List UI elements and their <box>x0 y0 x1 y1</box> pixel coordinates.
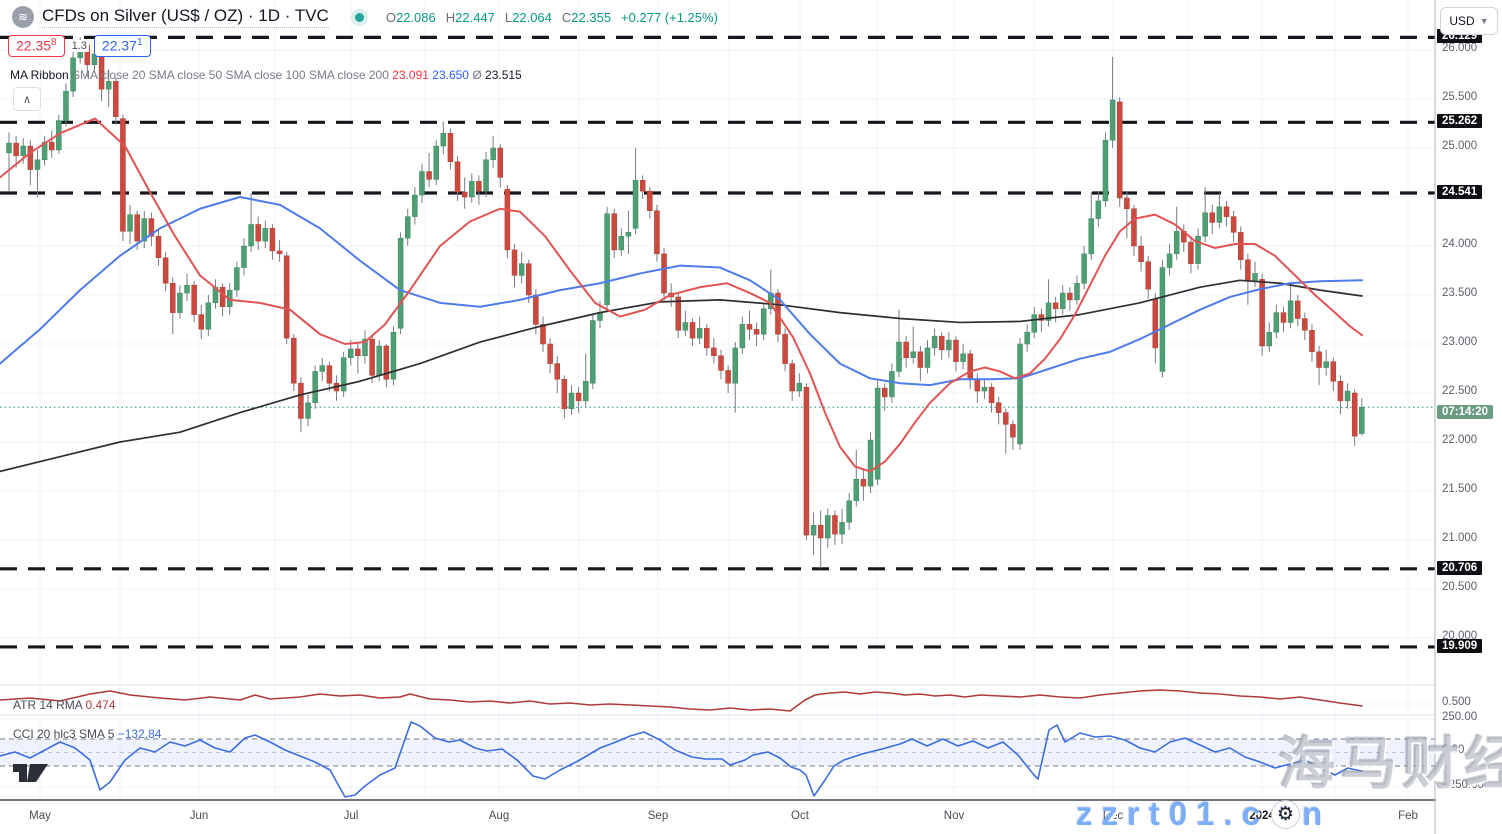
time-tick-Oct: Oct <box>791 810 809 822</box>
bid-price-label[interactable]: 22.358 <box>8 35 65 57</box>
level-price-label: 25.262 <box>1437 114 1483 128</box>
symbol-title[interactable]: CFDs on Silver (US$ / OZ) · 1D · TVC <box>42 6 329 28</box>
price-tick: 23.000 <box>1442 336 1478 348</box>
price-tick: 21.000 <box>1442 532 1478 544</box>
sma200-value: 23.515 <box>485 68 522 82</box>
price-tick: 22.500 <box>1442 385 1478 397</box>
collapse-legend-button[interactable]: ∧ <box>13 87 41 111</box>
atr-legend[interactable]: ATR 14 RMA 0.474 <box>13 698 116 712</box>
ma-ribbon-legend[interactable]: MA Ribbon SMA close 20 SMA close 50 SMA … <box>10 68 522 82</box>
price-tick: 25.500 <box>1442 91 1478 103</box>
time-tick-Nov: Nov <box>943 810 965 822</box>
watermark-site: zzrt01.c ⚙ n <box>1076 795 1332 832</box>
level-price-label: 20.706 <box>1437 561 1483 575</box>
level-price-label: 19.909 <box>1437 639 1483 653</box>
time-tick-Dec: Dec <box>1102 810 1124 822</box>
cci-tick: −250.00 <box>1442 779 1484 791</box>
price-tick: 23.500 <box>1442 287 1478 299</box>
ohlc-item-O: O22.086 <box>385 9 436 25</box>
time-tick-2024: 2024 <box>1249 810 1275 822</box>
atr-tick: 0.500 <box>1442 696 1471 708</box>
price-change: +0.277 (+1.25%) <box>621 9 718 25</box>
sma20-value: 23.091 <box>392 68 429 82</box>
time-tick-Aug: Aug <box>488 810 510 822</box>
cci-tick: 250.00 <box>1442 711 1478 723</box>
ohlc-item-H: H22.447 <box>445 9 495 25</box>
chart-header: ≋ CFDs on Silver (US$ / OZ) · 1D · TVC O… <box>12 6 718 28</box>
cci-tick: 0.00 <box>1442 744 1465 756</box>
time-tick-Jun: Jun <box>189 810 209 822</box>
time-tick-Jul: Jul <box>343 810 359 822</box>
atr-value: 0.474 <box>85 698 116 712</box>
market-status-dot[interactable] <box>354 12 364 22</box>
price-tick: 24.000 <box>1442 238 1478 250</box>
price-tick: 26.000 <box>1442 42 1478 54</box>
ohlc-values: O22.086 H22.447 L22.064 C22.355 <box>386 10 611 25</box>
cci-value: −132.84 <box>117 727 162 741</box>
cci-legend[interactable]: CCI 20 hlc3 SMA 5 −132.84 <box>13 727 161 741</box>
cci-label: CCI 20 hlc3 SMA 5 <box>13 727 115 741</box>
price-axis[interactable]: 26.000 25.500 25.000 24.000 23.500 23.000 22.5… <box>1436 0 1502 834</box>
tradingview-logo-icon[interactable] <box>12 762 50 784</box>
currency-value: USD <box>1449 14 1475 28</box>
ask-price-label[interactable]: 22.371 <box>93 35 151 57</box>
level-price-label: 24.541 <box>1437 185 1483 199</box>
sma50-value: 23.650 <box>432 68 469 82</box>
indicator-params: SMA close 20 SMA close 50 SMA close 100 … <box>72 68 389 82</box>
time-tick-Feb: Feb <box>1398 810 1418 822</box>
time-tick-May: May <box>29 810 51 822</box>
price-tick: 22.000 <box>1442 434 1478 446</box>
price-tick: 20.500 <box>1442 581 1478 593</box>
watermark-chinese: 海马财经 <box>1278 732 1502 796</box>
ohlc-item-L: L22.064 <box>504 9 552 25</box>
sma100-value: Ø <box>472 68 482 82</box>
bid-ask-row: 22.358 1.3 22.371 <box>8 35 151 57</box>
instrument-logo: ≋ <box>12 6 34 28</box>
price-tick: 25.000 <box>1442 140 1478 152</box>
price-tick: 21.500 <box>1442 483 1478 495</box>
bar-countdown-label: 07:14:20 <box>1437 405 1494 419</box>
atr-label: ATR 14 RMA <box>13 698 83 712</box>
currency-dropdown[interactable]: USD ▼ <box>1440 7 1498 35</box>
ohlc-item-C: C22.355 <box>561 9 612 25</box>
chevron-down-icon: ▼ <box>1479 16 1489 26</box>
indicator-name[interactable]: MA Ribbon <box>10 68 69 82</box>
gear-icon: ⚙ <box>1271 799 1301 829</box>
time-tick-Sep: Sep <box>647 810 669 822</box>
spread-value: 1.3 <box>69 39 89 52</box>
